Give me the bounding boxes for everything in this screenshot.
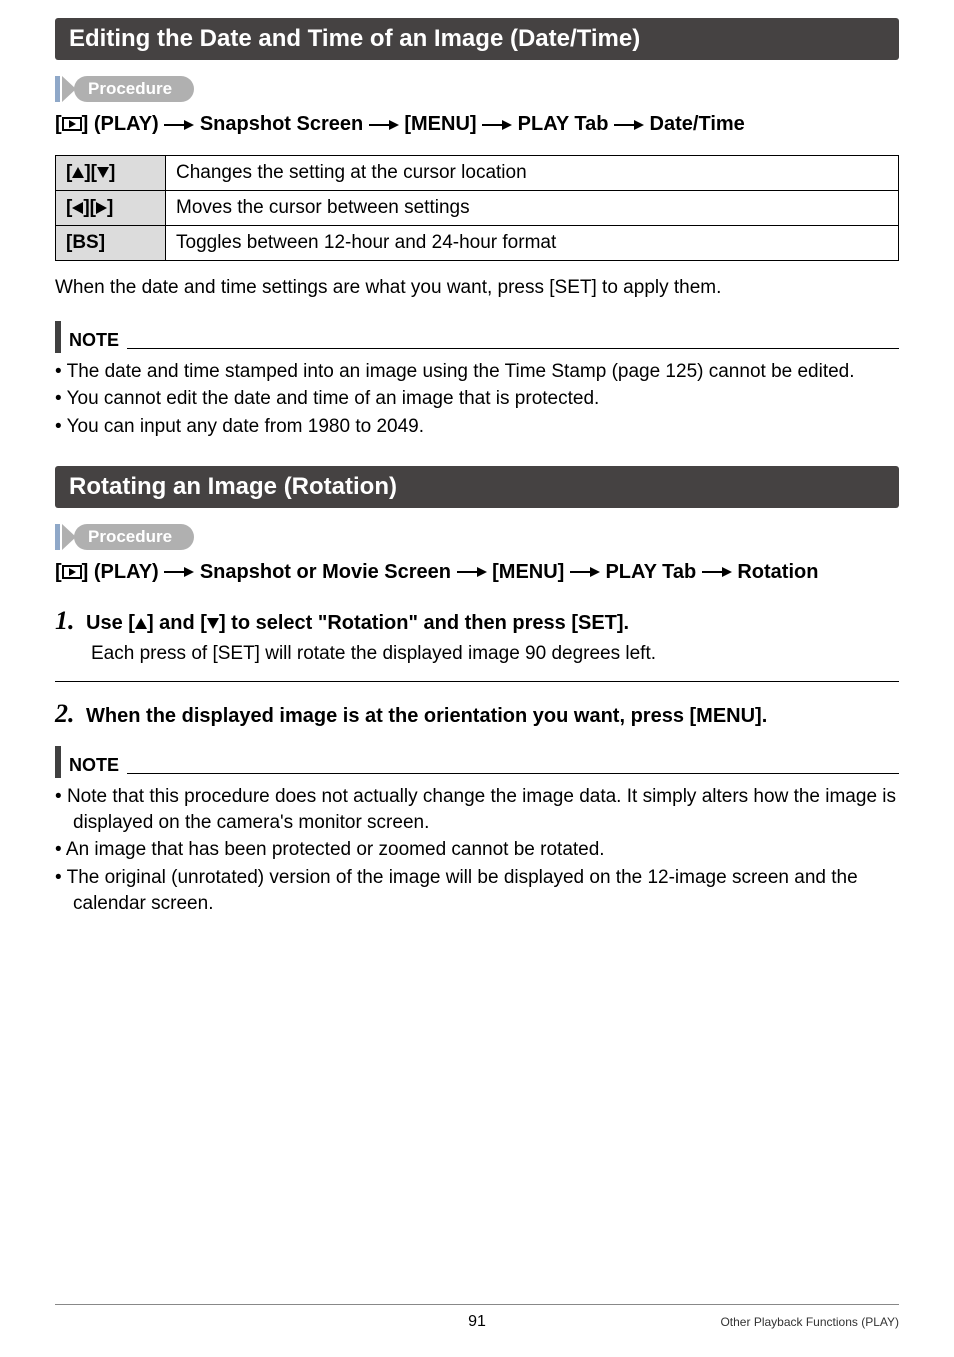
- note-line: [127, 773, 899, 774]
- note-label-1: NOTE: [69, 330, 119, 353]
- note-label-2: NOTE: [69, 755, 119, 778]
- procedure-label-row-1: Procedure: [55, 76, 899, 102]
- val-cell: Toggles between 12-hour and 24-hour form…: [166, 226, 899, 261]
- after-table-text: When the date and time settings are what…: [55, 275, 899, 301]
- key-table: [][]Changes the setting at the cursor lo…: [55, 155, 899, 261]
- note-bar-icon: [55, 321, 61, 353]
- table-row: [][]Changes the setting at the cursor lo…: [56, 156, 899, 191]
- list-item: The original (unrotated) version of the …: [55, 865, 899, 916]
- list-item: You can input any date from 1980 to 2049…: [55, 414, 899, 440]
- procedure-path-1: [] (PLAY) Snapshot Screen [MENU] PLAY Ta…: [55, 110, 899, 139]
- table-row: [BS]Toggles between 12-hour and 24-hour …: [56, 226, 899, 261]
- note-list-2: Note that this procedure does not actual…: [55, 784, 899, 916]
- key-cell: [BS]: [56, 226, 166, 261]
- key-cell: [][]: [56, 156, 166, 191]
- key-table-body: [][]Changes the setting at the cursor lo…: [56, 156, 899, 261]
- list-item: An image that has been protected or zoom…: [55, 837, 899, 863]
- step-heading: 1. Use [] and [] to select "Rotation" an…: [55, 603, 899, 639]
- step-separator: [55, 681, 899, 682]
- note-header-1: NOTE: [55, 321, 899, 353]
- note-line: [127, 348, 899, 349]
- proc-bar-icon: [55, 76, 60, 102]
- step-number: 2.: [55, 699, 75, 728]
- procedure-path-2: [] (PLAY) Snapshot or Movie Screen [MENU…: [55, 558, 899, 587]
- table-row: [][]Moves the cursor between settings: [56, 191, 899, 226]
- section-title-1: Editing the Date and Time of an Image (D…: [55, 18, 899, 60]
- list-item: Note that this procedure does not actual…: [55, 784, 899, 835]
- proc-bar-icon: [55, 524, 60, 550]
- list-item: You cannot edit the date and time of an …: [55, 386, 899, 412]
- step-body: Each press of [SET] will rotate the disp…: [55, 641, 899, 667]
- step-number: 1.: [55, 606, 75, 635]
- procedure-pill: Procedure: [74, 524, 194, 550]
- section-title-2: Rotating an Image (Rotation): [55, 466, 899, 508]
- note-list-1: The date and time stamped into an image …: [55, 359, 899, 440]
- note-header-2: NOTE: [55, 746, 899, 778]
- key-cell: [][]: [56, 191, 166, 226]
- note-bar-icon: [55, 746, 61, 778]
- val-cell: Moves the cursor between settings: [166, 191, 899, 226]
- procedure-pill: Procedure: [74, 76, 194, 102]
- page-footer: 91 Other Playback Functions (PLAY): [55, 1304, 899, 1331]
- procedure-label-row-2: Procedure: [55, 524, 899, 550]
- steps-container: 1. Use [] and [] to select "Rotation" an…: [55, 603, 899, 732]
- step-heading: 2. When the displayed image is at the or…: [55, 696, 899, 732]
- step: 1. Use [] and [] to select "Rotation" an…: [55, 603, 899, 667]
- step: 2. When the displayed image is at the or…: [55, 696, 899, 732]
- val-cell: Changes the setting at the cursor locati…: [166, 156, 899, 191]
- footer-section-label: Other Playback Functions (PLAY): [720, 1315, 899, 1329]
- list-item: The date and time stamped into an image …: [55, 359, 899, 385]
